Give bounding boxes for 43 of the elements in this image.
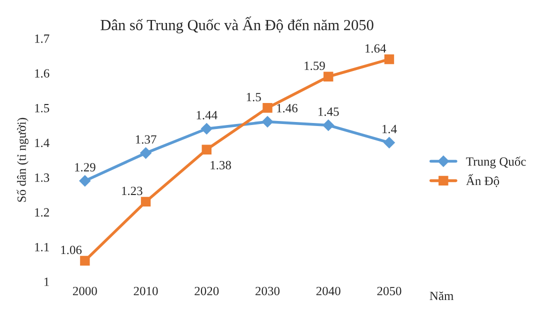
y-tick-label: 1.7: [35, 34, 50, 43]
data-label: 1.59: [304, 62, 325, 70]
x-tick-label: 2020: [194, 286, 219, 296]
point: [140, 147, 152, 159]
point: [324, 72, 334, 82]
data-label: 1.46: [277, 104, 298, 112]
x-tick-label: 2010: [134, 286, 158, 296]
legend-label: Ấn Độ: [466, 174, 500, 188]
y-tick-label: 1.2: [35, 208, 49, 217]
x-tick-label: 2000: [72, 286, 97, 296]
legend-label: Trung Quốc: [466, 156, 526, 168]
point: [262, 103, 272, 113]
chart-title: Dân số Trung Quốc và Ấn Độ đến năm 2050: [100, 16, 374, 34]
point: [322, 120, 334, 131]
data-label: 1.38: [210, 160, 231, 170]
x-tick-label: 2030: [256, 286, 280, 296]
y-tick-label: 1.1: [35, 242, 49, 252]
data-label: 1.23: [122, 186, 142, 196]
y-tick-label: 1.6: [35, 69, 50, 78]
data-label: 1.4: [382, 124, 397, 134]
data-label: 1.06: [61, 246, 82, 254]
data-label: 1.44: [196, 110, 218, 120]
y-tick-label: 1.4: [35, 138, 50, 148]
x-tick-label: 2050: [377, 286, 402, 296]
data-label: 1.37: [136, 135, 156, 144]
point: [79, 175, 91, 186]
x-tick-label: 2040: [316, 286, 340, 296]
y-axis-title: Số dân (tỉ người): [16, 118, 28, 202]
y-tick-label: 1.3: [35, 173, 50, 182]
y-tick-label: 1.5: [35, 104, 50, 112]
point: [262, 116, 274, 128]
point: [384, 54, 394, 64]
data-label: 1.5: [246, 92, 261, 102]
y-tick-label: 1: [44, 278, 49, 286]
point: [80, 256, 90, 266]
data-label: 1.29: [75, 163, 96, 172]
x-axis-title: Năm: [430, 291, 454, 300]
data-label: 1.64: [365, 44, 386, 53]
point: [140, 196, 151, 207]
point: [384, 137, 395, 148]
point: [201, 123, 212, 134]
point: [202, 144, 212, 154]
data-label: 1.45: [318, 108, 339, 116]
